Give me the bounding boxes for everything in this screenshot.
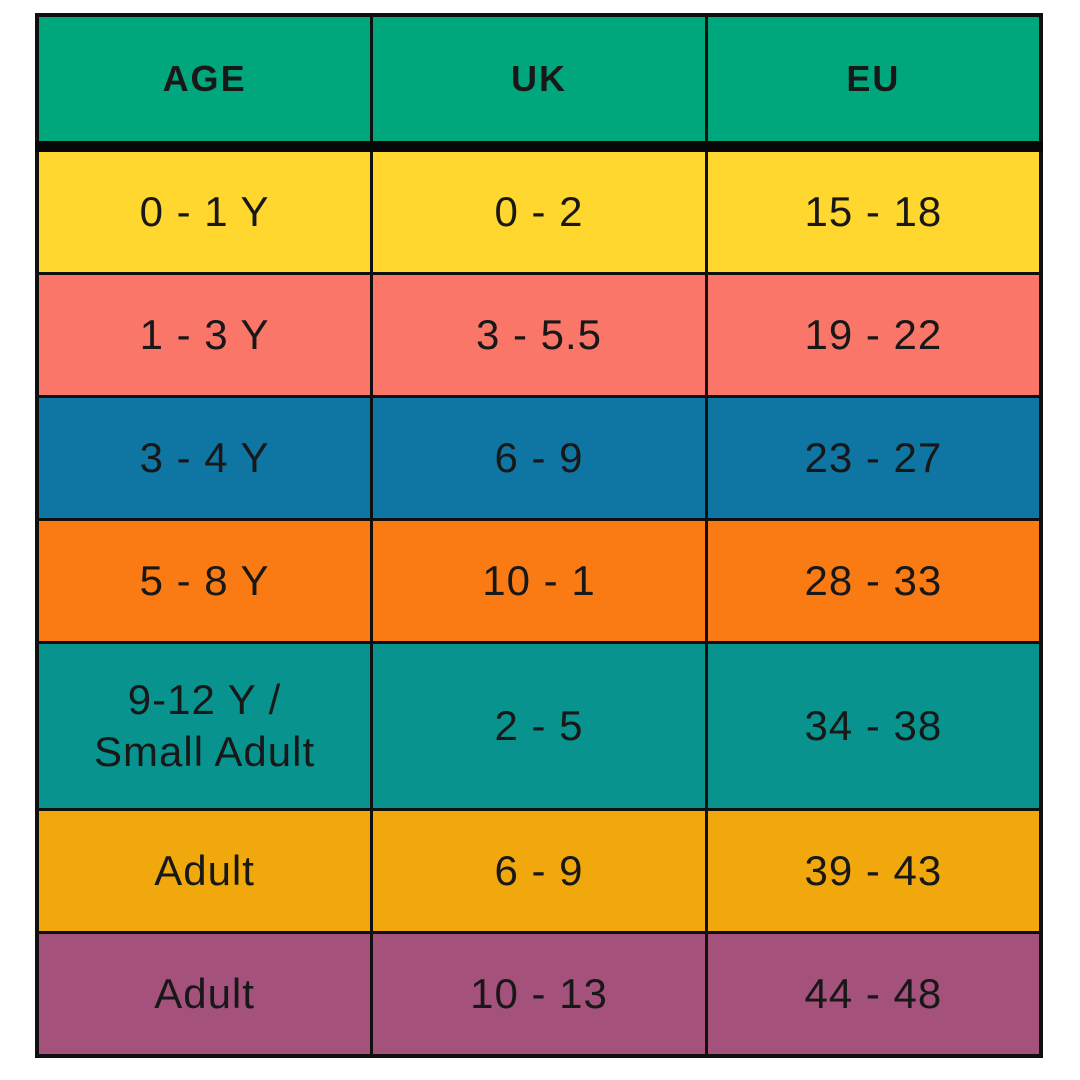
table-row: 3 - 4 Y 6 - 9 23 - 27 [35,395,1043,521]
cell-age: Adult [35,808,374,934]
cell-age: 9-12 Y / Small Adult [35,641,374,811]
cell-age: 1 - 3 Y [35,272,374,398]
cell-eu: 34 - 38 [704,641,1043,811]
cell-uk: 10 - 1 [370,518,708,644]
header-cell-age: AGE [35,13,374,152]
cell-eu: 15 - 18 [704,145,1043,275]
table-row: Adult 6 - 9 39 - 43 [35,808,1043,934]
cell-uk: 10 - 13 [370,931,708,1058]
header-row: AGE UK EU [35,13,1043,152]
table-row: Adult 10 - 13 44 - 48 [35,931,1043,1058]
table-row: 0 - 1 Y 0 - 2 15 - 18 [35,145,1043,275]
cell-uk: 6 - 9 [370,808,708,934]
cell-eu: 28 - 33 [704,518,1043,644]
cell-uk: 0 - 2 [370,145,708,275]
table-row: 5 - 8 Y 10 - 1 28 - 33 [35,518,1043,644]
cell-eu: 39 - 43 [704,808,1043,934]
cell-age: 5 - 8 Y [35,518,374,644]
cell-age: Adult [35,931,374,1058]
cell-eu: 19 - 22 [704,272,1043,398]
size-chart-table: AGE UK EU 0 - 1 Y 0 - 2 15 - 18 1 - 3 Y … [35,13,1043,1058]
table-row: 1 - 3 Y 3 - 5.5 19 - 22 [35,272,1043,398]
cell-eu: 23 - 27 [704,395,1043,521]
header-cell-uk: UK [370,13,708,152]
cell-uk: 2 - 5 [370,641,708,811]
cell-uk: 3 - 5.5 [370,272,708,398]
table-row: 9-12 Y / Small Adult 2 - 5 34 - 38 [35,641,1043,811]
cell-eu: 44 - 48 [704,931,1043,1058]
cell-age: 0 - 1 Y [35,145,374,275]
cell-uk: 6 - 9 [370,395,708,521]
header-cell-eu: EU [704,13,1043,152]
cell-age: 3 - 4 Y [35,395,374,521]
